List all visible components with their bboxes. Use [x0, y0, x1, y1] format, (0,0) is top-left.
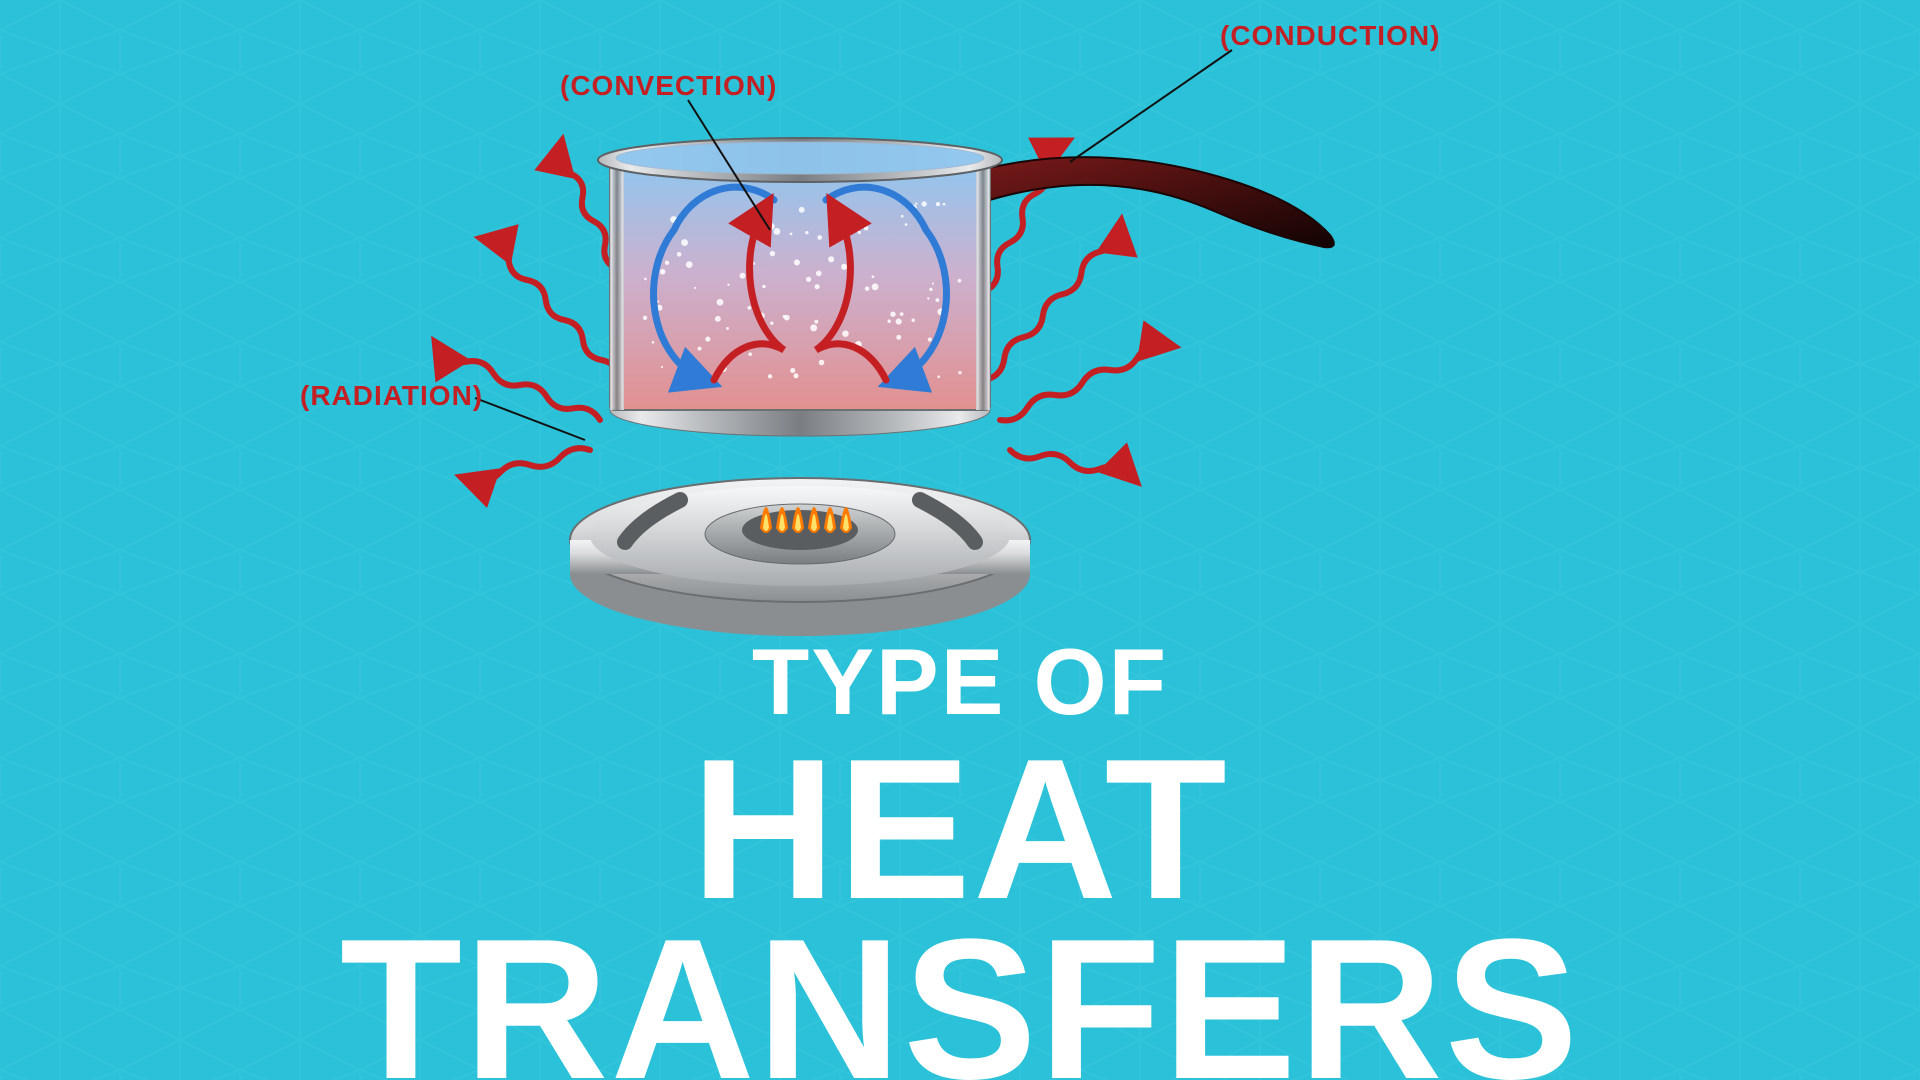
title-line-3: TRANSFERS	[340, 920, 1580, 1080]
title-line-2: HEAT	[691, 740, 1229, 920]
burner	[570, 478, 1030, 636]
pot	[598, 138, 1334, 436]
diagram-stage: (CONVECTION) (CONDUCTION) (RADIATION) TY…	[0, 0, 1920, 1080]
label-conduction: (CONDUCTION)	[1220, 20, 1440, 52]
leader-line-radiation	[475, 398, 585, 440]
label-radiation: (RADIATION)	[300, 380, 483, 412]
leader-line-conduction	[1070, 50, 1232, 162]
title-line-1: TYPE OF	[752, 640, 1168, 725]
label-convection: (CONVECTION)	[560, 70, 777, 102]
